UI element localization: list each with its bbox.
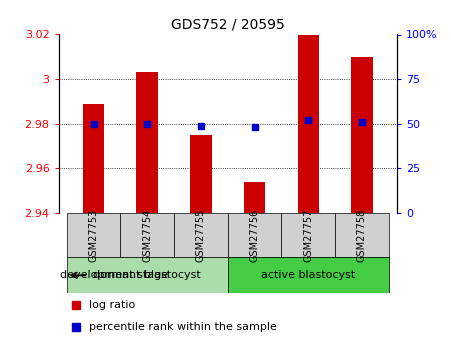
Text: GSM27755: GSM27755: [196, 208, 206, 262]
Bar: [298, 34, 319, 213]
Text: GSM27758: GSM27758: [357, 209, 367, 262]
Title: GDS752 / 20595: GDS752 / 20595: [171, 18, 285, 32]
Bar: [351, 57, 373, 213]
Bar: [190, 135, 212, 213]
Text: development stage: development stage: [60, 270, 168, 280]
Bar: [228, 213, 281, 257]
Bar: [281, 213, 335, 257]
Text: GSM27754: GSM27754: [142, 209, 152, 262]
Bar: [67, 213, 120, 257]
Text: GSM27756: GSM27756: [249, 209, 260, 262]
Text: GSM27753: GSM27753: [88, 209, 98, 262]
Bar: [244, 182, 265, 213]
Bar: [174, 213, 228, 257]
Bar: [335, 213, 389, 257]
Bar: [120, 213, 174, 257]
Bar: [228, 257, 389, 294]
Text: GSM27757: GSM27757: [303, 208, 313, 262]
Text: active blastocyst: active blastocyst: [261, 270, 355, 280]
Text: dormant blastocyst: dormant blastocyst: [93, 270, 201, 280]
Bar: [137, 72, 158, 213]
Text: percentile rank within the sample: percentile rank within the sample: [89, 322, 277, 332]
Bar: [67, 257, 228, 294]
Bar: [83, 104, 104, 213]
Text: log ratio: log ratio: [89, 299, 135, 309]
